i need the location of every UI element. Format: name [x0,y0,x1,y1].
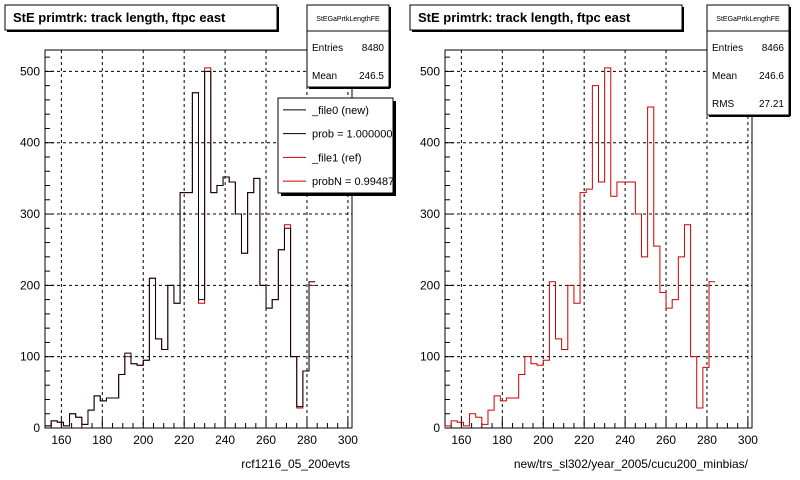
stats-value: 27.21 [759,99,784,110]
legend-entry: probN = 0.99487 [312,176,394,188]
x-tick-label: 260 [256,433,276,447]
legend-entry: prob = 1.000000 [312,129,392,141]
stats-title: StEGaPrtkLengthFE [716,16,780,23]
x-tick-label: 180 [492,433,512,447]
y-tick-label: 400 [20,136,40,150]
legend-entry: _file0 (new) [311,105,369,117]
stats-value: 246.6 [759,71,784,82]
x-tick-label: 160 [451,433,471,447]
stats-box [306,4,390,88]
x-tick-label: 240 [615,433,635,447]
histogram-panel-1: 160 180 200 220 240 260 280 300 0 100 200 300 400 500… [4,4,396,471]
x-tick-label: 280 [297,433,317,447]
series-line-histogram [444,67,716,428]
y-tick-label: 500 [20,64,40,78]
x-tick-label: 220 [574,433,594,447]
y-tick-label: 300 [20,207,40,221]
x-tick-label: 200 [533,433,553,447]
stats-value: 8466 [762,43,785,54]
x-tick-label: 240 [215,433,235,447]
x-tick-label: 200 [133,433,153,447]
stats-box [706,4,790,116]
x-tick-label: 280 [697,433,717,447]
stats-label: Mean [312,71,337,82]
legend: _file0 (new) prob = 1.000000 _file1 (ref) p… [277,97,396,196]
stats-label: Mean [712,71,737,82]
stats-label: Entries [712,43,743,54]
stats-label: RMS [712,99,735,110]
y-tick-label: 500 [420,64,440,78]
stats-value: 246.5 [359,71,384,82]
y-tick-label: 0 [433,421,440,435]
x-tick-label: 300 [338,433,358,447]
y-tick-label: 200 [420,278,440,292]
y-tick-label: 400 [420,136,440,150]
x-tick-label: 220 [174,433,194,447]
x-tick-label: 300 [738,433,758,447]
stats-value: 8480 [362,43,385,54]
histogram-panel-2: 160 180 200 220 240 260 280 300 0 100 200 300 400 500… [409,4,791,471]
stats-title: StEGaPrtkLengthFE [316,16,380,23]
x-axis-label: rcf1216_05_200evts [241,457,350,471]
chart-title: StE primtrk: track length, ftpc east [418,10,631,25]
y-tick-label: 200 [20,278,40,292]
chart-title: StE primtrk: track length, ftpc east [13,10,226,25]
legend-entry: _file1 (ref) [311,152,362,164]
series-line--file0-new- [44,70,316,428]
y-tick-label: 0 [33,421,40,435]
x-tick-label: 160 [51,433,71,447]
y-tick-label: 300 [420,207,440,221]
x-axis-label: new/trs_sl302/year_2005/cucu200_minbias/ [514,457,749,471]
y-tick-label: 100 [420,350,440,364]
stats-label: Entries [312,43,343,54]
y-tick-label: 100 [20,350,40,364]
x-tick-label: 180 [92,433,112,447]
title-box [409,4,683,31]
x-tick-label: 260 [656,433,676,447]
